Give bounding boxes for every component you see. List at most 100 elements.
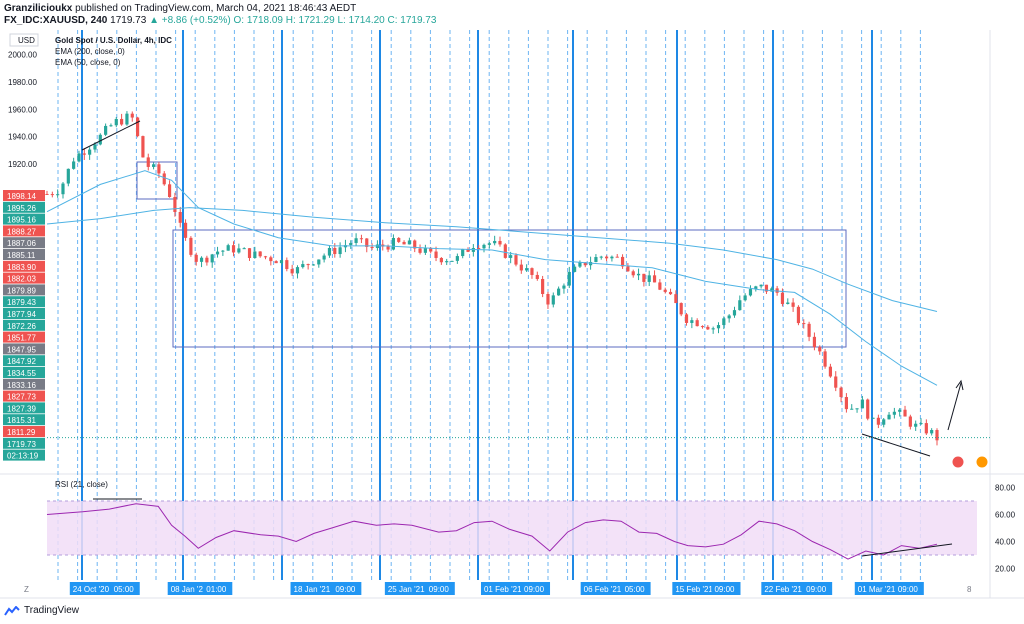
candle-body [418,248,422,253]
price-label-box [3,190,45,201]
candle-body [306,264,310,266]
price-label-box [3,272,45,284]
rsi-bottom-trendline[interactable] [861,543,953,557]
legend-ema200: EMA (200, close, 0) [55,47,125,56]
candle-body [828,366,833,377]
price-label: 1895.26 [7,204,36,213]
event-flag-icon[interactable] [951,455,965,469]
time-label: 09:00 [429,585,450,594]
candle-body [716,325,721,329]
candle-body [652,275,657,283]
candle-body [930,430,934,434]
candle-body [610,256,614,259]
consolidation-box[interactable] [136,161,178,200]
time-label-box [621,582,651,595]
candle-body [397,237,401,242]
price-label: 1888.27 [7,227,36,236]
candle-body [514,255,518,265]
candle-body [908,416,912,427]
price-label: 1834.55 [7,369,36,378]
candle-body [562,285,566,289]
tradingview-footer[interactable]: TradingView [4,605,79,616]
candle-body [722,318,726,326]
price-label-box [3,284,45,296]
candle-body [626,266,630,272]
candle-body [439,257,443,263]
candle-body [839,387,843,398]
candle-body [882,419,886,425]
price-label-box [3,260,45,272]
price-label-box [3,201,45,213]
candle-body [615,256,619,258]
candle-body [365,238,369,247]
time-label: 24 Oct '20 [73,585,110,594]
price-tick-label: 1920.00 [8,160,37,169]
candle-body [892,411,896,415]
time-label: 05:00 [625,585,646,594]
top-trendline[interactable] [81,120,141,151]
price-label-box [3,414,45,426]
price-label-box [3,225,45,237]
candle-body [349,242,353,246]
candle-body [498,240,502,245]
candle-body [631,271,635,276]
rsi-tick-label: 20.00 [995,565,1016,574]
candle-body [679,303,683,315]
candle-body [295,267,300,274]
candle-body [850,408,854,410]
candle-body [461,249,465,257]
time-label: 01:00 [206,585,227,594]
time-label: 09:00 [524,585,545,594]
price-label-box [3,343,45,355]
price-label: 1883.90 [7,263,36,272]
event-flag-icon[interactable] [975,455,989,469]
candle-body [237,248,241,253]
rsi-line [46,503,938,560]
price-tick-label: 1960.00 [8,105,37,114]
price-label: 1827.73 [7,393,36,402]
candle-body [477,248,481,250]
candle-body [770,288,774,292]
time-label-box [384,582,437,595]
candle-body [162,173,166,185]
candle-body [636,273,641,276]
candle-body [919,423,923,425]
candle-body [157,164,161,174]
ohlc-values: O: 1718.09 H: 1721.29 L: 1714.20 C: 1719… [233,15,437,26]
candle-body [898,409,902,412]
range-box[interactable] [172,229,847,348]
author-name[interactable]: Granzilicioukx [4,3,73,14]
candle-body [482,244,486,249]
symbol-name: FX_IDC:XAUUSD, 240 [4,15,108,26]
symbol-info: FX_IDC:XAUUSD, 240 1719.73 ▲ +8.86 (+0.5… [4,15,436,26]
candle-body [754,286,758,290]
price-label: 1898.14 [7,192,36,201]
candle-body [77,153,81,162]
candle-body [509,255,513,258]
time-label: 08 Jan '21 [171,585,208,594]
price-label-box [3,437,45,449]
candle-body [567,271,571,286]
time-label-box [203,582,233,595]
candle-body [114,118,118,126]
candle-body [557,288,561,296]
up-arrow[interactable] [947,382,962,431]
candle-body [285,260,289,270]
candle-body [45,193,49,195]
candle-body [818,347,822,352]
candle-body [706,326,710,330]
candle-body [199,257,204,262]
rsi-tick-label: 80.00 [995,483,1016,492]
candle-body [247,248,252,259]
candle-body [82,153,86,155]
candle-body [407,240,411,245]
last-price: 1719.73 [110,15,147,26]
candle-body [242,248,246,250]
candle-body [604,256,609,259]
candle-body [674,294,678,304]
candle-body [860,399,864,409]
up-arrow-head-icon [955,379,964,391]
time-label-box [761,582,814,595]
bottom-trendline[interactable] [861,433,931,457]
